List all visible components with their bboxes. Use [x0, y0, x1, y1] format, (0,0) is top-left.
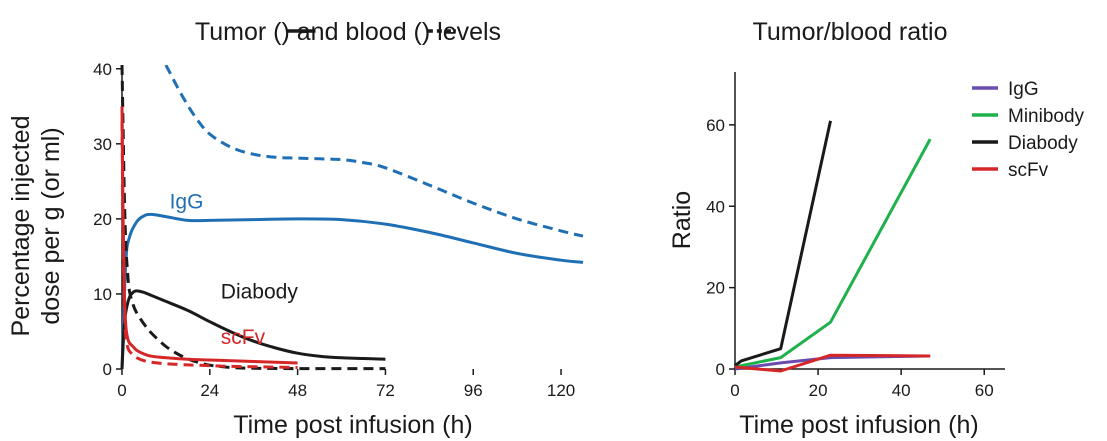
- right-chart-title: Tumor/blood ratio: [753, 18, 948, 46]
- left-annotations: IgG Diabody scFv: [170, 190, 299, 349]
- left-x-tick-label: 120: [547, 381, 575, 400]
- right-x-tick-label: 60: [975, 381, 994, 400]
- left-x-axis-label: Time post infusion (h): [233, 411, 472, 439]
- left-x-tick-label: 0: [117, 381, 126, 400]
- left-annotation-label: scFv: [221, 326, 266, 349]
- left-title-part-3: ) levels: [422, 18, 501, 46]
- left-series-group: [120, 65, 584, 371]
- left-y-tick-label: 10: [93, 285, 112, 304]
- left-ylabel-line-2: dose per g (or ml): [37, 127, 65, 324]
- left-series-line-igg-tumor: [120, 212, 584, 370]
- right-series-line-minibody: [734, 138, 932, 369]
- left-x-tick-label: 96: [464, 381, 483, 400]
- left-chart-title: Tumor () and blood () levels: [195, 18, 501, 46]
- right-x-axis-label: Time post infusion (h): [739, 411, 978, 439]
- left-y-axis-label: Percentage injected dose per g (or ml): [7, 116, 65, 337]
- left-y-tick-label: 40: [93, 60, 112, 79]
- left-annotation-label: IgG: [170, 190, 204, 213]
- left-x-tick-label: 24: [200, 381, 219, 400]
- legend-label-diabody: Diabody: [1008, 133, 1078, 154]
- right-series-group: [734, 120, 932, 373]
- left-series-line-scfv-tumor: [120, 106, 298, 365]
- left-y-tick-label: 30: [93, 135, 112, 154]
- left-series-line-diabody-tumor: [120, 289, 386, 370]
- right-x-tick-label: 40: [892, 381, 911, 400]
- left-x-tick-label: 72: [376, 381, 395, 400]
- right-chart: Tumor/blood ratio Ratio Time post infusi…: [668, 18, 1085, 439]
- right-y-tick-label: 40: [706, 197, 725, 216]
- left-y-tick-label: 0: [103, 360, 112, 379]
- right-legend: IgG Minibody Diabody scFv: [972, 79, 1085, 181]
- right-series-line-diabody: [734, 120, 832, 367]
- right-y-tick-label: 0: [716, 360, 725, 379]
- left-ylabel-line-1: Percentage injected: [7, 116, 35, 337]
- right-x-tick-label: 0: [730, 381, 739, 400]
- left-axes: 0 10 20 30 40 0 24 48 72 96 120: [93, 60, 575, 400]
- right-y-axis-label: Ratio: [668, 191, 696, 249]
- right-y-tick-label: 60: [706, 116, 725, 135]
- legend-label-igg: IgG: [1008, 79, 1039, 100]
- legend-label-scfv: scFv: [1008, 160, 1049, 181]
- legend-label-minibody: Minibody: [1008, 106, 1085, 127]
- right-y-tick-label: 20: [706, 279, 725, 298]
- right-series-line-scfv: [734, 353, 931, 373]
- left-annotation-label: Diabody: [221, 280, 299, 303]
- right-x-tick-label: 20: [809, 381, 828, 400]
- right-axes: 0 20 40 60 0 20 40 60: [706, 72, 1005, 400]
- left-title-part-1: Tumor (: [195, 18, 282, 46]
- left-x-tick-label: 48: [288, 381, 307, 400]
- left-y-tick-label: 20: [93, 210, 112, 229]
- left-chart: Tumor () and blood () levels Percentage …: [7, 18, 584, 439]
- left-series-line-igg-blood: [164, 65, 584, 238]
